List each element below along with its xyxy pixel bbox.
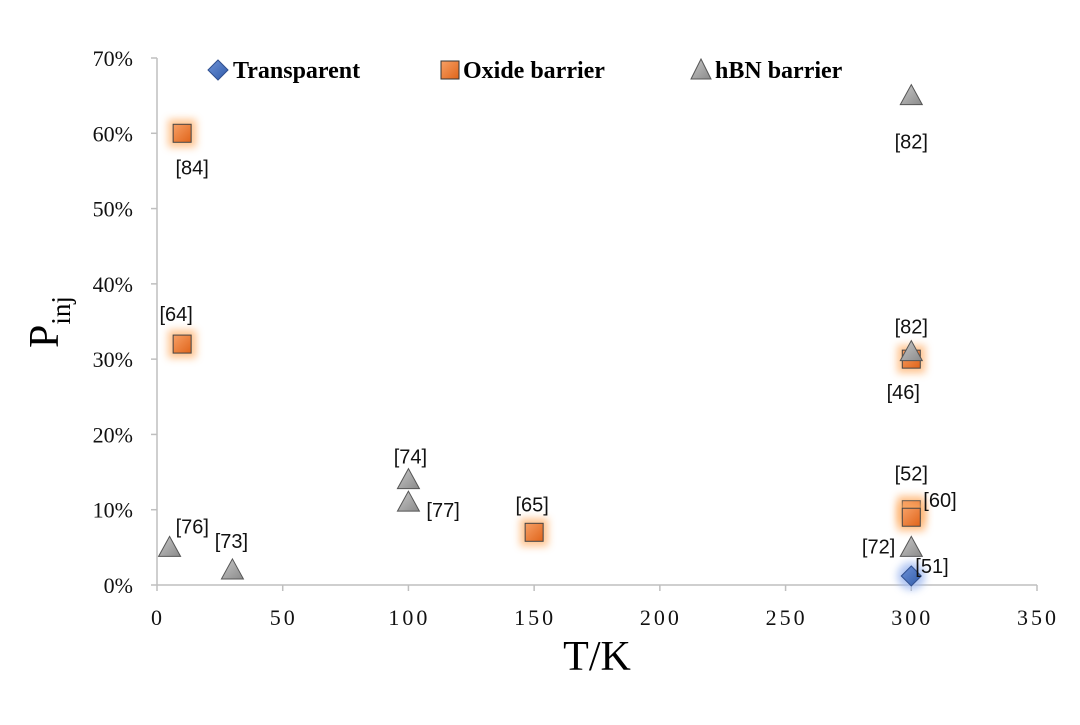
point-oxide-1: [172, 334, 192, 354]
point-label: [74]: [394, 447, 427, 469]
point-oxide-5: [901, 507, 921, 527]
x-tick-labels: 0 50 100 150 200 250 300 350: [151, 585, 1059, 630]
legend-item-hbn: hBN barrier: [690, 57, 843, 84]
y-tick-label: 60%: [93, 121, 133, 146]
point-label: [60]: [923, 490, 956, 512]
legend-item-transparent: Transparent: [207, 58, 360, 84]
point-hbn-0: [899, 83, 924, 106]
point-transparent-0: [900, 565, 922, 587]
point-label: [52]: [895, 464, 928, 486]
point-hbn-6: [899, 535, 924, 557]
point-label: [64]: [159, 304, 192, 326]
point-label: [77]: [426, 500, 459, 522]
y-tick-label: 30%: [93, 347, 133, 372]
legend-label-oxide: Oxide barrier: [463, 58, 605, 84]
y-tick-label: 20%: [93, 422, 133, 447]
point-label: [82]: [895, 317, 928, 339]
plot-axes: [156, 58, 1037, 586]
x-tick-label: 250: [766, 605, 808, 630]
svg-text:Pinj: Pinj: [22, 296, 76, 348]
point-hbn-2: [396, 467, 421, 490]
y-axis-title: Pinj: [22, 296, 76, 348]
point-hbn-4: [157, 535, 182, 557]
y-tick-label: 50%: [93, 197, 133, 222]
point-hbn-3: [396, 490, 421, 512]
point-label: [82]: [895, 132, 928, 154]
point-label: [65]: [515, 494, 548, 516]
y-tick-label: 40%: [93, 272, 133, 297]
legend-item-oxide: Oxide barrier: [440, 58, 605, 84]
point-hbn-1: [899, 339, 924, 362]
y-axis-title-main: P: [22, 325, 68, 348]
point-oxide-0: [172, 123, 192, 143]
x-axis-title: T/K: [563, 634, 631, 680]
legend-triangle-icon: [690, 57, 712, 80]
y-axis-title-sub: inj: [46, 296, 76, 325]
x-tick-label: 150: [514, 605, 556, 630]
legend: Transparent Oxide barrier hBN barrier: [207, 57, 843, 84]
data-points: [157, 83, 926, 590]
point-label: [76]: [176, 516, 209, 538]
point-label: [73]: [215, 531, 248, 553]
x-tick-label: 100: [388, 605, 430, 630]
legend-square-icon: [440, 60, 460, 80]
point-label: [72]: [862, 536, 895, 558]
point-label: [84]: [175, 157, 208, 179]
legend-diamond-icon: [207, 59, 229, 81]
x-tick-label: 0: [151, 605, 165, 630]
y-tick-labels: 0% 10% 20% 30% 40% 50% 60% 70%: [93, 46, 157, 598]
x-tick-label: 200: [640, 605, 682, 630]
x-tick-label: 50: [270, 605, 298, 630]
legend-label-hbn: hBN barrier: [715, 58, 843, 84]
y-tick-label: 0%: [104, 573, 133, 598]
x-tick-label: 300: [891, 605, 933, 630]
legend-label-transparent: Transparent: [233, 58, 360, 84]
point-hbn-5: [220, 557, 245, 580]
y-tick-label: 70%: [93, 46, 133, 71]
point-annotations: [84] [64] [65] [46] [52] [60] [82] [82] [74] [77]…: [159, 132, 956, 578]
point-label: [51]: [915, 556, 948, 578]
x-tick-label: 350: [1017, 605, 1059, 630]
point-oxide-2: [524, 522, 544, 542]
point-label: [46]: [887, 382, 920, 404]
y-tick-label: 10%: [93, 498, 133, 523]
